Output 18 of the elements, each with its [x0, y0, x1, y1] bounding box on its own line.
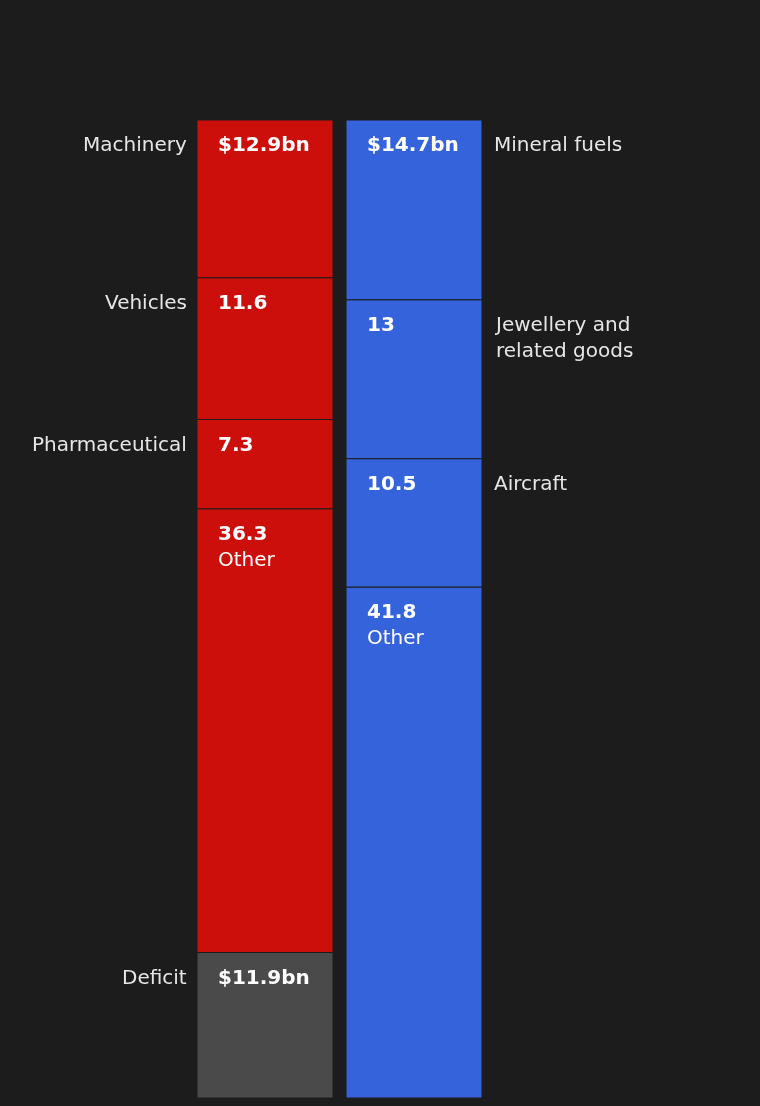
data-label: 7.3: [218, 432, 254, 456]
series-label: Vehicles: [105, 290, 187, 314]
data-label: 10.5: [367, 471, 417, 495]
data-label: 41.8: [367, 599, 417, 623]
data-label: 11.6: [218, 290, 268, 314]
series-label: Other: [367, 625, 425, 649]
series-label: Jewellery and related goods: [494, 312, 634, 362]
series-label: Mineral fuels: [494, 132, 623, 156]
series-label: Pharmaceutical: [32, 432, 187, 456]
series-label: Machinery: [83, 132, 187, 156]
series-label: Other: [218, 547, 276, 571]
data-label: $14.7bn: [367, 132, 459, 156]
data-label: 36.3: [218, 521, 268, 545]
data-label: $12.9bn: [218, 132, 310, 156]
series-label: Aircraft: [494, 471, 568, 495]
data-label: $11.9bn: [218, 965, 310, 989]
data-label: 13: [367, 312, 395, 336]
series-label: Deficit: [122, 965, 187, 989]
